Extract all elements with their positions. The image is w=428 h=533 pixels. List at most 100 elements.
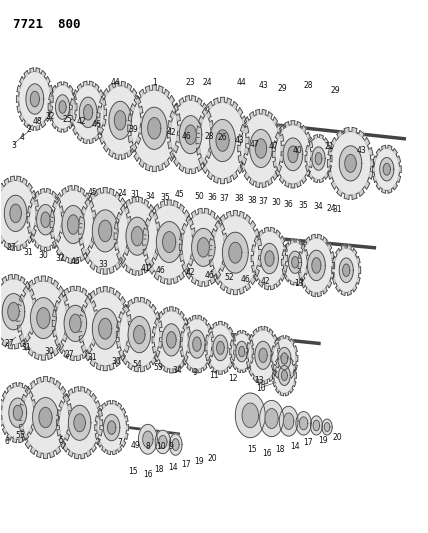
- Polygon shape: [277, 125, 281, 132]
- Polygon shape: [30, 126, 34, 130]
- Polygon shape: [85, 256, 90, 264]
- Polygon shape: [238, 330, 241, 334]
- Polygon shape: [26, 84, 44, 114]
- Polygon shape: [189, 218, 193, 226]
- Polygon shape: [125, 247, 129, 255]
- Polygon shape: [229, 362, 232, 369]
- Polygon shape: [187, 318, 191, 324]
- Text: 19: 19: [318, 436, 327, 445]
- Polygon shape: [202, 159, 207, 166]
- Polygon shape: [232, 335, 235, 342]
- Polygon shape: [4, 195, 27, 231]
- Polygon shape: [241, 165, 245, 172]
- Polygon shape: [53, 330, 56, 337]
- Polygon shape: [207, 324, 211, 330]
- Polygon shape: [324, 423, 330, 431]
- Polygon shape: [294, 365, 297, 371]
- Polygon shape: [219, 371, 222, 374]
- Polygon shape: [322, 419, 332, 435]
- Polygon shape: [42, 70, 46, 77]
- Polygon shape: [199, 157, 203, 165]
- Polygon shape: [333, 277, 336, 284]
- Polygon shape: [302, 176, 306, 183]
- Polygon shape: [37, 308, 50, 328]
- Polygon shape: [20, 77, 24, 84]
- Polygon shape: [29, 192, 62, 247]
- Polygon shape: [73, 114, 76, 121]
- Polygon shape: [59, 391, 100, 455]
- Polygon shape: [184, 318, 188, 325]
- Polygon shape: [279, 336, 283, 340]
- Text: 26: 26: [218, 133, 227, 142]
- Polygon shape: [140, 117, 143, 124]
- Polygon shape: [265, 409, 278, 429]
- Polygon shape: [139, 106, 143, 114]
- Polygon shape: [49, 114, 52, 121]
- Polygon shape: [219, 321, 222, 325]
- Polygon shape: [82, 292, 129, 366]
- Polygon shape: [207, 111, 211, 118]
- Polygon shape: [10, 204, 21, 223]
- Text: 53: 53: [154, 363, 163, 372]
- Polygon shape: [26, 281, 30, 289]
- Polygon shape: [241, 125, 245, 132]
- Polygon shape: [104, 415, 120, 441]
- Polygon shape: [152, 358, 156, 365]
- Polygon shape: [299, 252, 302, 259]
- Polygon shape: [185, 125, 196, 144]
- Polygon shape: [99, 410, 102, 416]
- Polygon shape: [30, 381, 36, 387]
- Polygon shape: [359, 189, 364, 196]
- Polygon shape: [155, 318, 158, 325]
- Polygon shape: [81, 387, 85, 392]
- Polygon shape: [215, 221, 220, 229]
- Polygon shape: [224, 322, 228, 327]
- Polygon shape: [110, 364, 114, 370]
- Polygon shape: [255, 229, 259, 237]
- Polygon shape: [220, 263, 225, 271]
- Polygon shape: [77, 286, 80, 291]
- Polygon shape: [247, 343, 250, 349]
- Polygon shape: [98, 441, 101, 447]
- Polygon shape: [125, 206, 129, 214]
- Polygon shape: [114, 111, 126, 130]
- Polygon shape: [146, 164, 150, 171]
- Polygon shape: [371, 159, 374, 167]
- Polygon shape: [198, 316, 202, 320]
- Polygon shape: [225, 244, 227, 251]
- Polygon shape: [117, 321, 120, 328]
- Polygon shape: [163, 232, 176, 253]
- Polygon shape: [159, 435, 167, 448]
- Polygon shape: [311, 235, 315, 239]
- Polygon shape: [79, 228, 82, 235]
- Polygon shape: [62, 206, 84, 244]
- Polygon shape: [278, 352, 280, 358]
- Text: 41: 41: [141, 264, 151, 273]
- Polygon shape: [273, 369, 277, 376]
- Text: 54: 54: [132, 360, 142, 369]
- Polygon shape: [131, 104, 135, 112]
- Polygon shape: [43, 454, 48, 458]
- Polygon shape: [81, 345, 86, 352]
- Polygon shape: [126, 266, 131, 273]
- Polygon shape: [258, 260, 262, 266]
- Polygon shape: [182, 319, 212, 369]
- Polygon shape: [30, 68, 34, 72]
- Polygon shape: [95, 425, 97, 431]
- Polygon shape: [97, 403, 127, 451]
- Polygon shape: [62, 188, 66, 195]
- Polygon shape: [160, 332, 163, 338]
- Polygon shape: [327, 159, 330, 167]
- Polygon shape: [210, 119, 235, 161]
- Polygon shape: [10, 176, 15, 181]
- Polygon shape: [186, 271, 191, 279]
- Polygon shape: [271, 356, 273, 361]
- Polygon shape: [158, 233, 160, 239]
- Text: 20: 20: [207, 455, 217, 463]
- Polygon shape: [154, 273, 159, 280]
- Polygon shape: [192, 369, 196, 373]
- Polygon shape: [74, 185, 78, 191]
- Polygon shape: [234, 345, 236, 351]
- Polygon shape: [13, 383, 17, 387]
- Polygon shape: [388, 189, 392, 193]
